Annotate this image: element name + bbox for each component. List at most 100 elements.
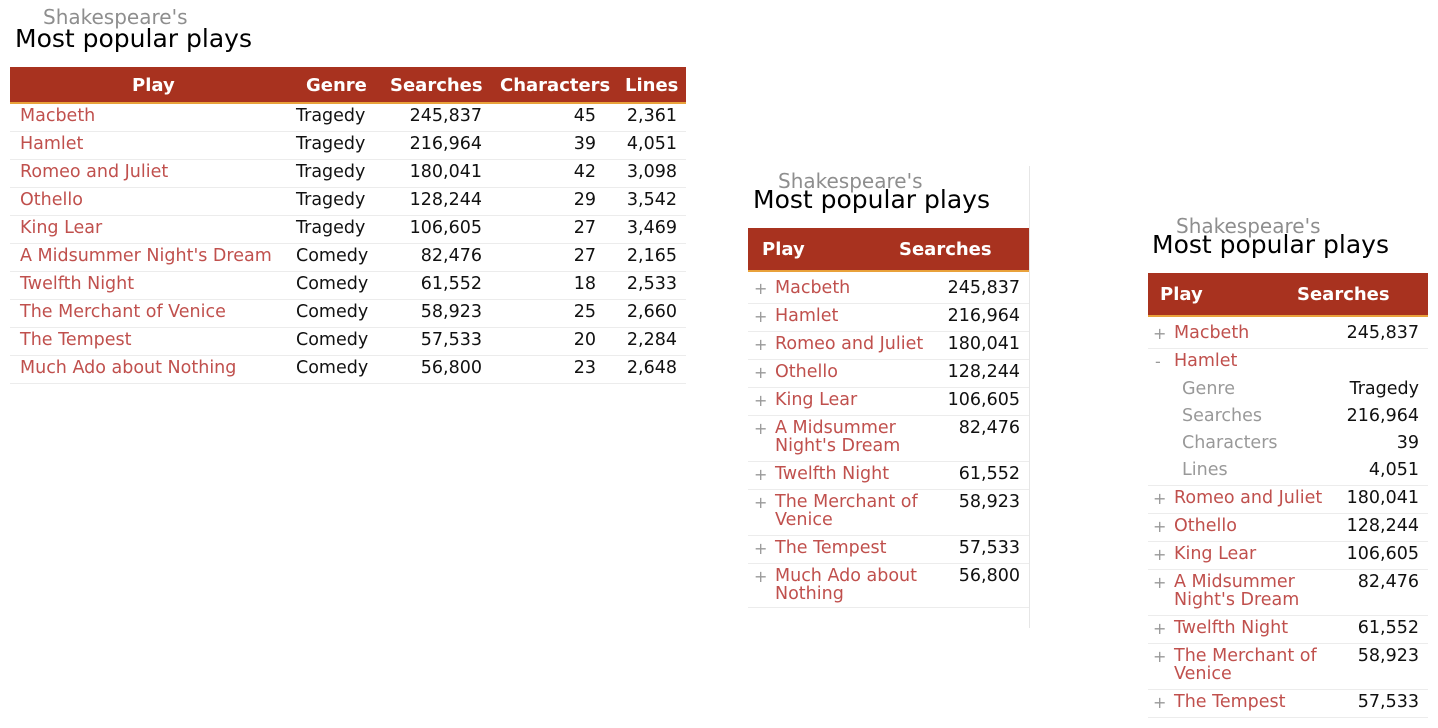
table-row: + A Midsummer Night's Dream 82,476 — [1148, 570, 1428, 616]
table-row: + Romeo and Juliet 180,041 — [1148, 486, 1428, 514]
expand-icon[interactable]: + — [1153, 573, 1167, 592]
column-header-lines[interactable]: Lines — [625, 75, 679, 96]
lines-cell: 3,542 — [626, 190, 677, 210]
play-link[interactable]: Othello — [1174, 516, 1237, 536]
play-link[interactable]: Romeo and Juliet — [1174, 488, 1323, 508]
characters-cell: 27 — [573, 246, 596, 266]
collapse-icon[interactable]: - — [1155, 352, 1161, 371]
searches-cell: 180,041 — [409, 162, 482, 182]
play-link[interactable]: Hamlet — [775, 306, 839, 326]
column-header-searches[interactable]: Searches — [899, 239, 992, 260]
searches-cell: 216,964 — [947, 306, 1020, 326]
searches-cell: 106,605 — [947, 390, 1020, 410]
column-header-play[interactable]: Play — [762, 239, 805, 260]
expand-icon[interactable]: + — [754, 307, 768, 326]
searches-cell: 57,533 — [1357, 692, 1419, 712]
table-row: + The Merchant of Venice 58,923 — [748, 490, 1029, 536]
expand-icon[interactable]: + — [754, 419, 768, 438]
play-link[interactable]: The Tempest — [1174, 692, 1286, 712]
play-link[interactable]: The Merchant of Venice — [1174, 646, 1317, 684]
play-link[interactable]: The Tempest — [20, 330, 132, 350]
play-link[interactable]: The Tempest — [775, 538, 887, 558]
detail-label-characters: Characters — [1182, 433, 1278, 453]
searches-cell: 180,041 — [947, 334, 1020, 354]
expand-icon[interactable]: + — [754, 363, 768, 382]
characters-cell: 25 — [573, 302, 596, 322]
genre-cell: Tragedy — [296, 218, 366, 238]
play-link[interactable]: King Lear — [1174, 544, 1257, 564]
characters-cell: 27 — [573, 218, 596, 238]
characters-cell: 29 — [573, 190, 596, 210]
genre-cell: Comedy — [296, 330, 369, 350]
column-header-searches[interactable]: Searches — [1297, 284, 1390, 305]
play-link[interactable]: Hamlet — [1174, 351, 1238, 371]
play-link[interactable]: Macbeth — [775, 278, 851, 298]
expand-icon[interactable]: + — [754, 539, 768, 558]
expand-icon[interactable]: + — [754, 465, 768, 484]
searches-cell: 106,605 — [1346, 544, 1419, 564]
play-link[interactable]: Much Ado about Nothing — [775, 566, 917, 604]
lines-cell: 2,165 — [626, 246, 677, 266]
searches-cell: 245,837 — [1346, 323, 1419, 343]
column-header-searches[interactable]: Searches — [390, 75, 483, 96]
play-link[interactable]: King Lear — [20, 218, 103, 238]
expand-icon[interactable]: + — [754, 335, 768, 354]
play-link[interactable]: Hamlet — [20, 134, 84, 154]
searches-cell: 58,923 — [958, 492, 1020, 512]
play-link[interactable]: The Merchant of Venice — [775, 492, 918, 530]
table-row: The Tempest Comedy 57,533 20 2,284 — [10, 328, 686, 356]
expand-icon[interactable]: + — [1153, 517, 1167, 536]
table-row: + King Lear 106,605 — [1148, 542, 1428, 570]
column-header-play[interactable]: Play — [1160, 284, 1203, 305]
play-link[interactable]: Othello — [775, 362, 838, 382]
lines-cell: 4,051 — [626, 134, 677, 154]
searches-cell: 82,476 — [958, 418, 1020, 438]
table-row: + The Merchant of Venice 58,923 — [1148, 644, 1428, 690]
play-link[interactable]: Othello — [20, 190, 83, 210]
table-row: + Macbeth 245,837 — [1148, 321, 1428, 349]
searches-cell: 57,533 — [958, 538, 1020, 558]
chart-kicker: Shakespeare's — [778, 169, 923, 193]
lines-cell: 2,361 — [626, 106, 677, 126]
play-link[interactable]: A Midsummer Night's Dream — [1174, 572, 1300, 610]
play-link[interactable]: Romeo and Juliet — [20, 162, 169, 182]
play-link[interactable]: Much Ado about Nothing — [20, 358, 237, 378]
play-link[interactable]: Macbeth — [1174, 323, 1250, 343]
play-link[interactable]: Twelfth Night — [20, 274, 135, 294]
column-header-play[interactable]: Play — [132, 75, 175, 96]
column-header-characters[interactable]: Characters — [500, 75, 611, 96]
expand-icon[interactable]: + — [754, 567, 768, 586]
searches-cell: 106,605 — [409, 218, 482, 238]
play-link[interactable]: Romeo and Juliet — [775, 334, 924, 354]
play-link[interactable]: Twelfth Night — [775, 464, 890, 484]
expand-icon[interactable]: + — [754, 279, 768, 298]
table-row: + The Tempest 57,533 — [748, 536, 1029, 564]
searches-cell: 216,964 — [409, 134, 482, 154]
lines-cell: 2,533 — [626, 274, 677, 294]
expand-icon[interactable]: + — [1153, 693, 1167, 712]
expand-icon[interactable]: + — [1153, 647, 1167, 666]
column-header-genre[interactable]: Genre — [306, 75, 367, 96]
table-title: Most popular plays — [1152, 230, 1389, 259]
expand-icon[interactable]: + — [1153, 489, 1167, 508]
expand-icon[interactable]: + — [754, 493, 768, 512]
table-row: Romeo and Juliet Tragedy 180,041 42 3,09… — [10, 160, 686, 188]
expand-icon[interactable]: + — [754, 391, 768, 410]
searches-cell: 245,837 — [409, 106, 482, 126]
genre-cell: Tragedy — [296, 134, 366, 154]
lines-cell: 3,098 — [626, 162, 677, 182]
genre-cell: Tragedy — [296, 106, 366, 126]
expand-icon[interactable]: + — [1153, 619, 1167, 638]
characters-cell: 42 — [573, 162, 596, 182]
play-link[interactable]: Macbeth — [20, 106, 96, 126]
play-link[interactable]: King Lear — [775, 390, 858, 410]
play-link[interactable]: Twelfth Night — [1174, 618, 1289, 638]
play-link[interactable]: A Midsummer Night's Dream — [20, 246, 272, 266]
play-link[interactable]: A Midsummer Night's Dream — [775, 418, 901, 456]
play-link[interactable]: The Merchant of Venice — [20, 302, 226, 322]
genre-cell: Comedy — [296, 358, 369, 378]
table-row: + Othello 128,244 — [1148, 514, 1428, 542]
searches-cell: 58,923 — [420, 302, 482, 322]
expand-icon[interactable]: + — [1153, 545, 1167, 564]
expand-icon[interactable]: + — [1153, 324, 1167, 343]
